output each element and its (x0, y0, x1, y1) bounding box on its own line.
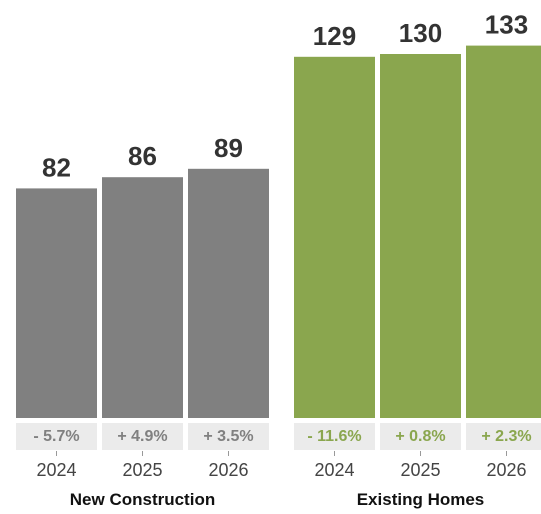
change-label: - 5.7% (33, 428, 79, 445)
change-label-background (466, 423, 541, 450)
change-label-background (188, 423, 269, 450)
value-label: 82 (42, 152, 71, 182)
change-label: + 3.5% (203, 428, 253, 445)
value-label: 89 (214, 133, 243, 163)
change-label: + 2.3% (481, 428, 531, 445)
group-label: New Construction (70, 490, 215, 509)
change-label: + 0.8% (395, 428, 445, 445)
value-label: 129 (313, 21, 356, 51)
bar (102, 177, 183, 418)
x-tick-label: 2026 (486, 460, 526, 480)
x-tick-label: 2024 (314, 460, 354, 480)
value-label: 130 (399, 18, 442, 48)
value-label: 86 (128, 141, 157, 171)
value-label: 133 (485, 10, 528, 40)
bar (380, 54, 461, 418)
change-label-background (294, 423, 375, 450)
change-label-background (16, 423, 97, 450)
change-label: + 4.9% (117, 428, 167, 445)
change-label: - 11.6% (307, 428, 361, 445)
bar (16, 188, 97, 418)
bar (466, 45, 541, 418)
x-tick-label: 2025 (400, 460, 440, 480)
x-tick-label: 2025 (122, 460, 162, 480)
group-label: Existing Homes (357, 490, 485, 509)
x-tick-label: 2024 (36, 460, 76, 480)
change-label-background (102, 423, 183, 450)
change-label-background (380, 423, 461, 450)
bar (188, 168, 269, 418)
bar (294, 56, 375, 419)
x-tick-label: 2026 (208, 460, 248, 480)
